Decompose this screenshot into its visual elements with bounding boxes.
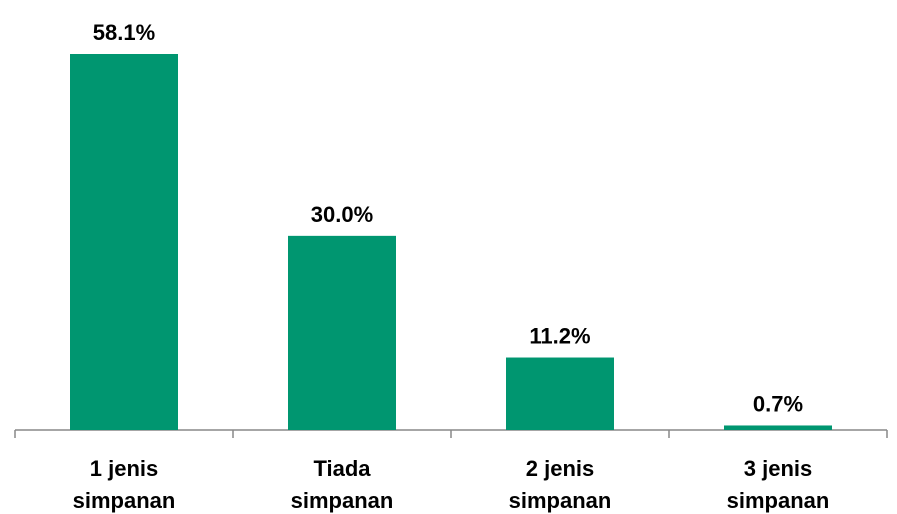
x-tick-label: 2 jenis simpanan <box>509 456 612 513</box>
data-label: 0.7% <box>753 391 803 416</box>
bar <box>70 54 178 430</box>
bar <box>288 235 396 430</box>
data-label: 11.2% <box>529 324 590 349</box>
data-label: 30.0% <box>311 202 373 227</box>
x-tick-label: 3 jenis simpanan <box>727 456 830 513</box>
x-tick-label: 1 jenis simpanan <box>73 456 176 513</box>
data-label: 58.1% <box>93 20 155 45</box>
bar <box>724 425 832 430</box>
bar <box>506 357 614 430</box>
x-tick-label: Tiada simpanan <box>291 456 394 513</box>
